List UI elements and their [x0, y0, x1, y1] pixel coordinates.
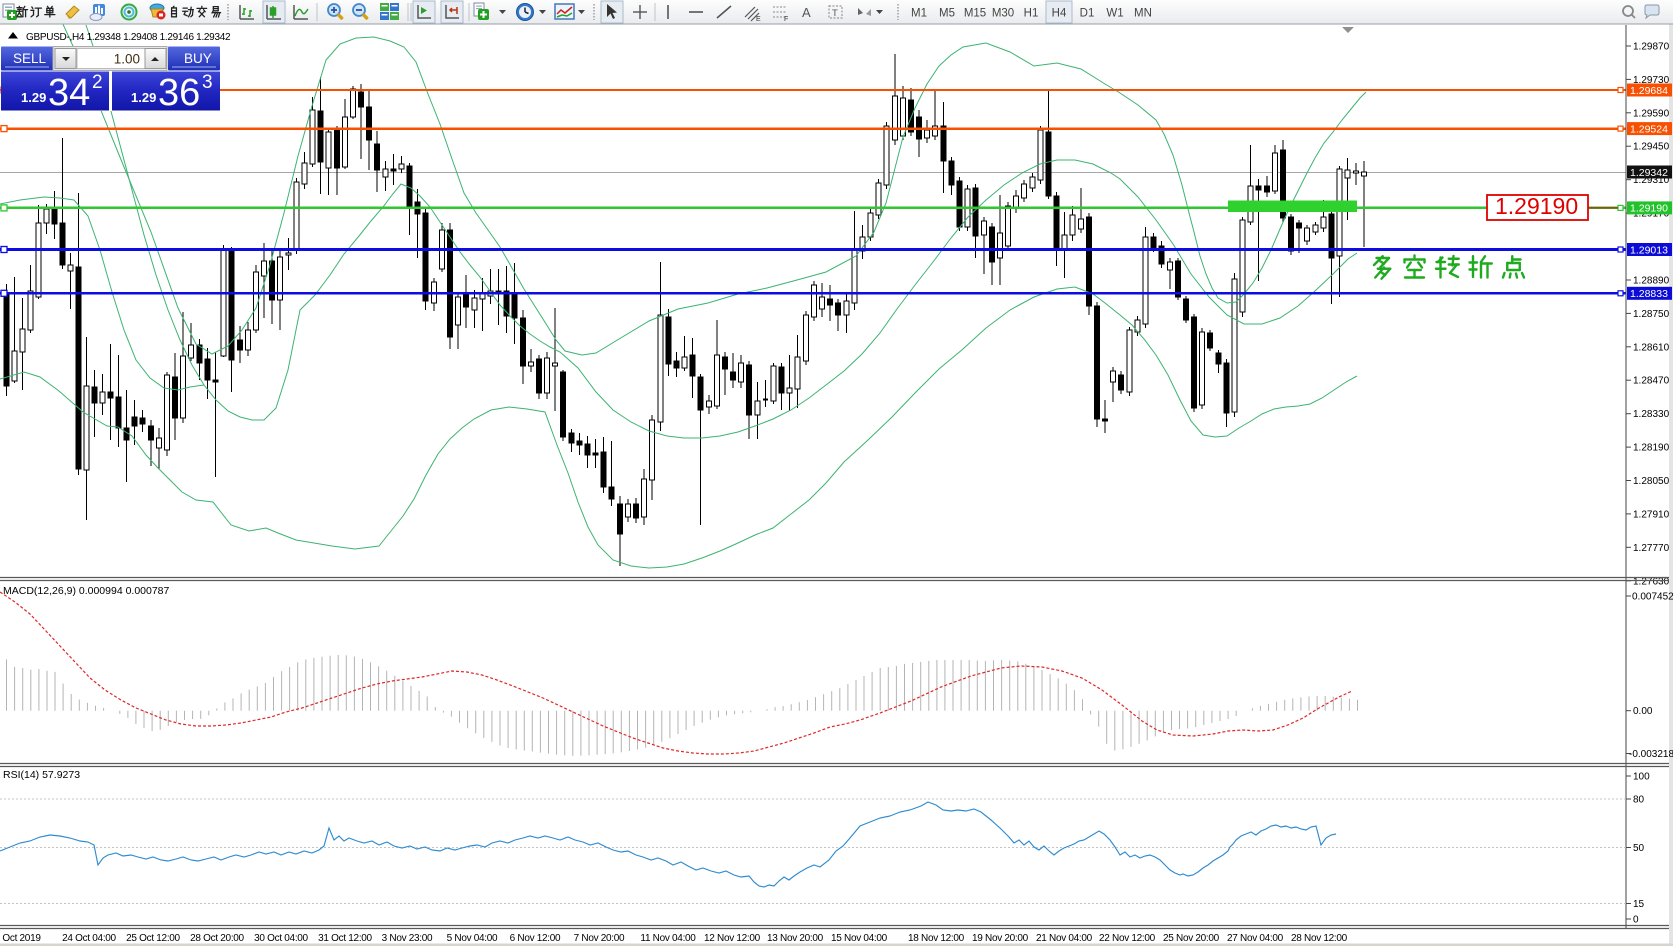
svg-text:1.29013: 1.29013	[1630, 244, 1668, 256]
svg-text:F: F	[784, 16, 788, 23]
svg-text:1.29450: 1.29450	[1633, 142, 1670, 153]
svg-text:15: 15	[1633, 899, 1645, 910]
svg-text:M1: M1	[911, 8, 927, 20]
svg-text:15 Nov 04:00: 15 Nov 04:00	[831, 933, 888, 944]
svg-text:11 Nov 04:00: 11 Nov 04:00	[640, 933, 696, 944]
svg-text:28 Nov 12:00: 28 Nov 12:00	[1291, 933, 1348, 944]
svg-text:MACD(12,26,9) 0.000994 0.00078: MACD(12,26,9) 0.000994 0.000787	[3, 585, 170, 597]
svg-text:BUY: BUY	[184, 51, 212, 66]
svg-text:1.28470: 1.28470	[1633, 376, 1670, 387]
svg-text:1.28890: 1.28890	[1633, 276, 1670, 287]
svg-text:36: 36	[158, 72, 200, 114]
svg-text:M5: M5	[939, 8, 955, 20]
svg-text:1.29684: 1.29684	[1630, 85, 1668, 97]
svg-text:22 Nov 12:00: 22 Nov 12:00	[1099, 933, 1156, 944]
svg-text:1.28610: 1.28610	[1633, 342, 1670, 353]
svg-text:-0.003218: -0.003218	[1629, 749, 1673, 760]
svg-text:1.29590: 1.29590	[1633, 108, 1670, 119]
svg-text:D1: D1	[1080, 8, 1095, 20]
svg-text:25 Nov 20:00: 25 Nov 20:00	[1163, 933, 1220, 944]
svg-text:0: 0	[1633, 915, 1639, 926]
svg-text:MN: MN	[1134, 8, 1152, 20]
svg-text:30 Oct 04:00: 30 Oct 04:00	[254, 933, 308, 944]
svg-text:1.29870: 1.29870	[1633, 42, 1670, 53]
svg-text:W1: W1	[1106, 8, 1123, 20]
svg-text:SELL: SELL	[13, 51, 47, 66]
svg-text:50: 50	[1633, 843, 1645, 854]
svg-text:1.00: 1.00	[114, 52, 140, 67]
svg-text:T: T	[832, 8, 838, 19]
svg-text:24 Oct 04:00: 24 Oct 04:00	[62, 933, 116, 944]
svg-text:18 Nov 12:00: 18 Nov 12:00	[908, 933, 965, 944]
svg-text:22 Oct 2019: 22 Oct 2019	[0, 933, 41, 944]
svg-text:RSI(14) 57.9273: RSI(14) 57.9273	[3, 769, 80, 781]
svg-text:1.29: 1.29	[131, 90, 156, 105]
svg-text:1.27770: 1.27770	[1633, 543, 1670, 554]
svg-text:0.00: 0.00	[1633, 706, 1653, 717]
svg-text:M15: M15	[964, 8, 986, 20]
svg-text:1.27630: 1.27630	[1633, 576, 1670, 587]
svg-text:1.29342: 1.29342	[1630, 167, 1668, 179]
svg-text:H1: H1	[1024, 8, 1039, 20]
svg-text:19 Nov 20:00: 19 Nov 20:00	[972, 933, 1029, 944]
svg-text:80: 80	[1633, 795, 1645, 806]
svg-text:3: 3	[202, 72, 213, 93]
svg-text:2: 2	[92, 72, 103, 93]
svg-text:1.28050: 1.28050	[1633, 476, 1670, 487]
svg-text:1.29190: 1.29190	[1630, 203, 1668, 215]
svg-text:3 Nov 23:00: 3 Nov 23:00	[382, 933, 433, 944]
svg-text:1.29: 1.29	[21, 90, 46, 105]
svg-text:21 Nov 04:00: 21 Nov 04:00	[1036, 933, 1093, 944]
svg-text:12 Nov 12:00: 12 Nov 12:00	[704, 933, 761, 944]
svg-text:1.28833: 1.28833	[1630, 288, 1668, 300]
svg-text:7 Nov 20:00: 7 Nov 20:00	[574, 933, 625, 944]
svg-text:1.29730: 1.29730	[1633, 75, 1670, 86]
svg-text:1.28750: 1.28750	[1633, 309, 1670, 320]
svg-text:GBPUSD-,H4 1.29348 1.29408 1.: GBPUSD-,H4 1.29348 1.29408 1.29146 1.293…	[26, 32, 231, 43]
svg-text:27 Nov 04:00: 27 Nov 04:00	[1227, 933, 1284, 944]
svg-text:5 Nov 04:00: 5 Nov 04:00	[447, 933, 498, 944]
svg-text:31 Oct 12:00: 31 Oct 12:00	[318, 933, 372, 944]
svg-text:1.27910: 1.27910	[1633, 509, 1670, 520]
svg-text:0.007452: 0.007452	[1632, 592, 1673, 603]
svg-text:1.29310: 1.29310	[1633, 175, 1670, 186]
svg-text:1.29524: 1.29524	[1630, 123, 1668, 135]
svg-text:A: A	[802, 5, 811, 20]
svg-text:1.29190: 1.29190	[1495, 193, 1578, 219]
svg-text:28 Oct 20:00: 28 Oct 20:00	[190, 933, 244, 944]
svg-text:M30: M30	[992, 8, 1014, 20]
svg-text:100: 100	[1633, 772, 1650, 783]
svg-text:1.28190: 1.28190	[1633, 443, 1670, 454]
svg-text:1.28330: 1.28330	[1633, 409, 1670, 420]
svg-text:13 Nov 20:00: 13 Nov 20:00	[767, 933, 824, 944]
svg-text:25 Oct 12:00: 25 Oct 12:00	[126, 933, 180, 944]
svg-text:E: E	[756, 16, 761, 23]
svg-text:H4: H4	[1052, 8, 1067, 20]
svg-text:34: 34	[48, 72, 90, 114]
svg-text:6 Nov 12:00: 6 Nov 12:00	[510, 933, 561, 944]
